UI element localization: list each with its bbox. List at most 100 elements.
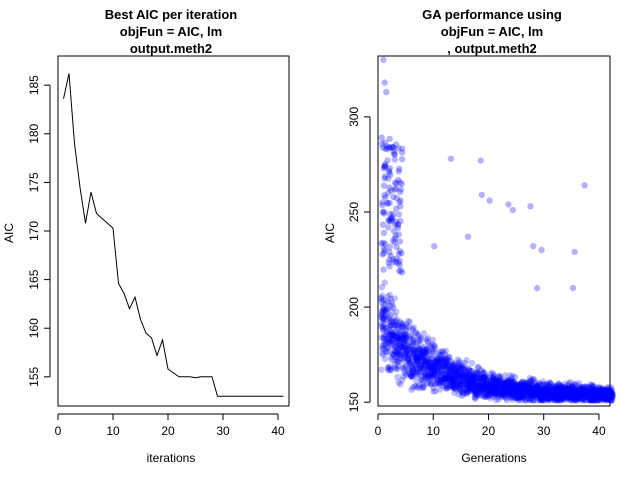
left-y-tick-label: 165 <box>27 269 41 289</box>
scatter-point <box>505 382 511 388</box>
scatter-point <box>396 211 402 217</box>
scatter-point <box>428 344 434 350</box>
scatter-outlier-point <box>465 234 471 240</box>
scatter-point <box>381 230 387 236</box>
scatter-point <box>391 295 397 301</box>
scatter-point <box>399 149 405 155</box>
right-chart-title-line2: objFun = AIC, lm <box>441 24 543 39</box>
scatter-point <box>387 136 393 142</box>
scatter-point <box>413 329 419 335</box>
scatter-point <box>397 197 403 203</box>
scatter-outlier-point <box>534 285 540 291</box>
scatter-point <box>399 269 405 275</box>
right-x-axis-label: Generations <box>461 451 526 465</box>
scatter-outlier-point <box>381 79 387 85</box>
left-y-tick-label: 160 <box>27 318 41 338</box>
left-y-axis-label: AIC <box>2 223 16 243</box>
left-chart-title-line1: Best AIC per iteration <box>105 7 237 22</box>
scatter-outlier-point <box>571 249 577 255</box>
left-y-tick-label: 185 <box>27 75 41 95</box>
scatter-point <box>384 157 390 163</box>
scatter-point <box>378 134 384 140</box>
scatter-point <box>385 224 391 230</box>
right-panel: GA performance using objFun = AIC, lm , … <box>323 7 616 465</box>
scatter-outlier-point <box>431 243 437 249</box>
right-chart-title-line3: , output.meth2 <box>447 41 537 56</box>
scatter-point <box>382 280 388 286</box>
left-chart-title-line2: objFun = AIC, lm <box>120 24 222 39</box>
right-y-tick-label: 150 <box>347 392 361 412</box>
scatter-point <box>430 388 436 394</box>
scatter-point <box>396 251 402 257</box>
left-y-tick-label: 170 <box>27 221 41 241</box>
scatter-point <box>439 354 445 360</box>
scatter-point <box>395 348 401 354</box>
scatter-point <box>378 314 384 320</box>
scatter-outlier-point <box>538 247 544 253</box>
left-x-tick-label: 20 <box>161 424 175 438</box>
right-x-tick-label: 10 <box>427 424 441 438</box>
scatter-point <box>489 370 495 376</box>
scatter-point <box>378 367 384 373</box>
left-y-tick-label: 175 <box>27 172 41 192</box>
left-x-tick-label: 10 <box>106 424 120 438</box>
right-chart-title-line1: GA performance using <box>422 7 562 22</box>
scatter-outlier-point <box>479 192 485 198</box>
right-x-tick-label: 20 <box>482 424 496 438</box>
scatter-point <box>386 168 392 174</box>
left-chart-title-line3: output.meth2 <box>130 41 212 56</box>
scatter-outlier-point <box>486 197 492 203</box>
scatter-outlier-point <box>478 157 484 163</box>
right-x-tick-label: 30 <box>537 424 551 438</box>
scatter-point <box>396 231 402 237</box>
right-y-axis-label: AIC <box>323 223 337 243</box>
scatter-outlier-point <box>383 89 389 95</box>
scatter-outlier-point <box>448 156 454 162</box>
scatter-point <box>384 200 390 206</box>
right-y-tick-label: 300 <box>347 107 361 127</box>
left-x-tick-label: 40 <box>271 424 285 438</box>
scatter-point <box>406 360 412 366</box>
scatter-point <box>392 156 398 162</box>
scatter-point <box>381 210 387 216</box>
left-x-axis-label: iterations <box>147 451 196 465</box>
right-y-tick-label: 200 <box>347 297 361 317</box>
scatter-point <box>390 211 396 217</box>
left-series-line <box>64 74 284 397</box>
scatter-point <box>387 244 393 250</box>
scatter-outlier-point <box>505 201 511 207</box>
scatter-point <box>417 334 423 340</box>
scatter-outlier-point <box>380 57 386 63</box>
scatter-point <box>386 249 392 255</box>
left-panel: Best AIC per iteration objFun = AIC, lm … <box>2 7 289 465</box>
scatter-point <box>430 337 436 343</box>
scatter-point <box>496 373 502 379</box>
scatter-point <box>397 218 403 224</box>
scatter-point <box>397 179 403 185</box>
left-y-tick-label: 155 <box>27 367 41 387</box>
scatter-outlier-point <box>527 203 533 209</box>
scatter-point <box>382 356 388 362</box>
scatter-point <box>394 374 400 380</box>
right-x-tick-label: 0 <box>375 424 382 438</box>
scatter-outlier-point <box>510 207 516 213</box>
scatter-point <box>397 238 403 244</box>
scatter-point <box>571 382 577 388</box>
scatter-point <box>609 391 615 397</box>
scatter-outlier-point <box>570 285 576 291</box>
scatter-point <box>510 380 516 386</box>
scatter-point <box>396 262 402 268</box>
right-x-tick-label: 40 <box>592 424 606 438</box>
scatter-point <box>462 360 468 366</box>
scatter-point <box>380 267 386 273</box>
right-y-tick-label: 250 <box>347 202 361 222</box>
left-y-tick-label: 180 <box>27 123 41 143</box>
scatter-point <box>440 348 446 354</box>
scatter-outlier-point <box>581 182 587 188</box>
scatter-point <box>461 387 467 393</box>
scatter-point <box>469 360 475 366</box>
scatter-point <box>396 166 402 172</box>
scatter-point <box>397 203 403 209</box>
